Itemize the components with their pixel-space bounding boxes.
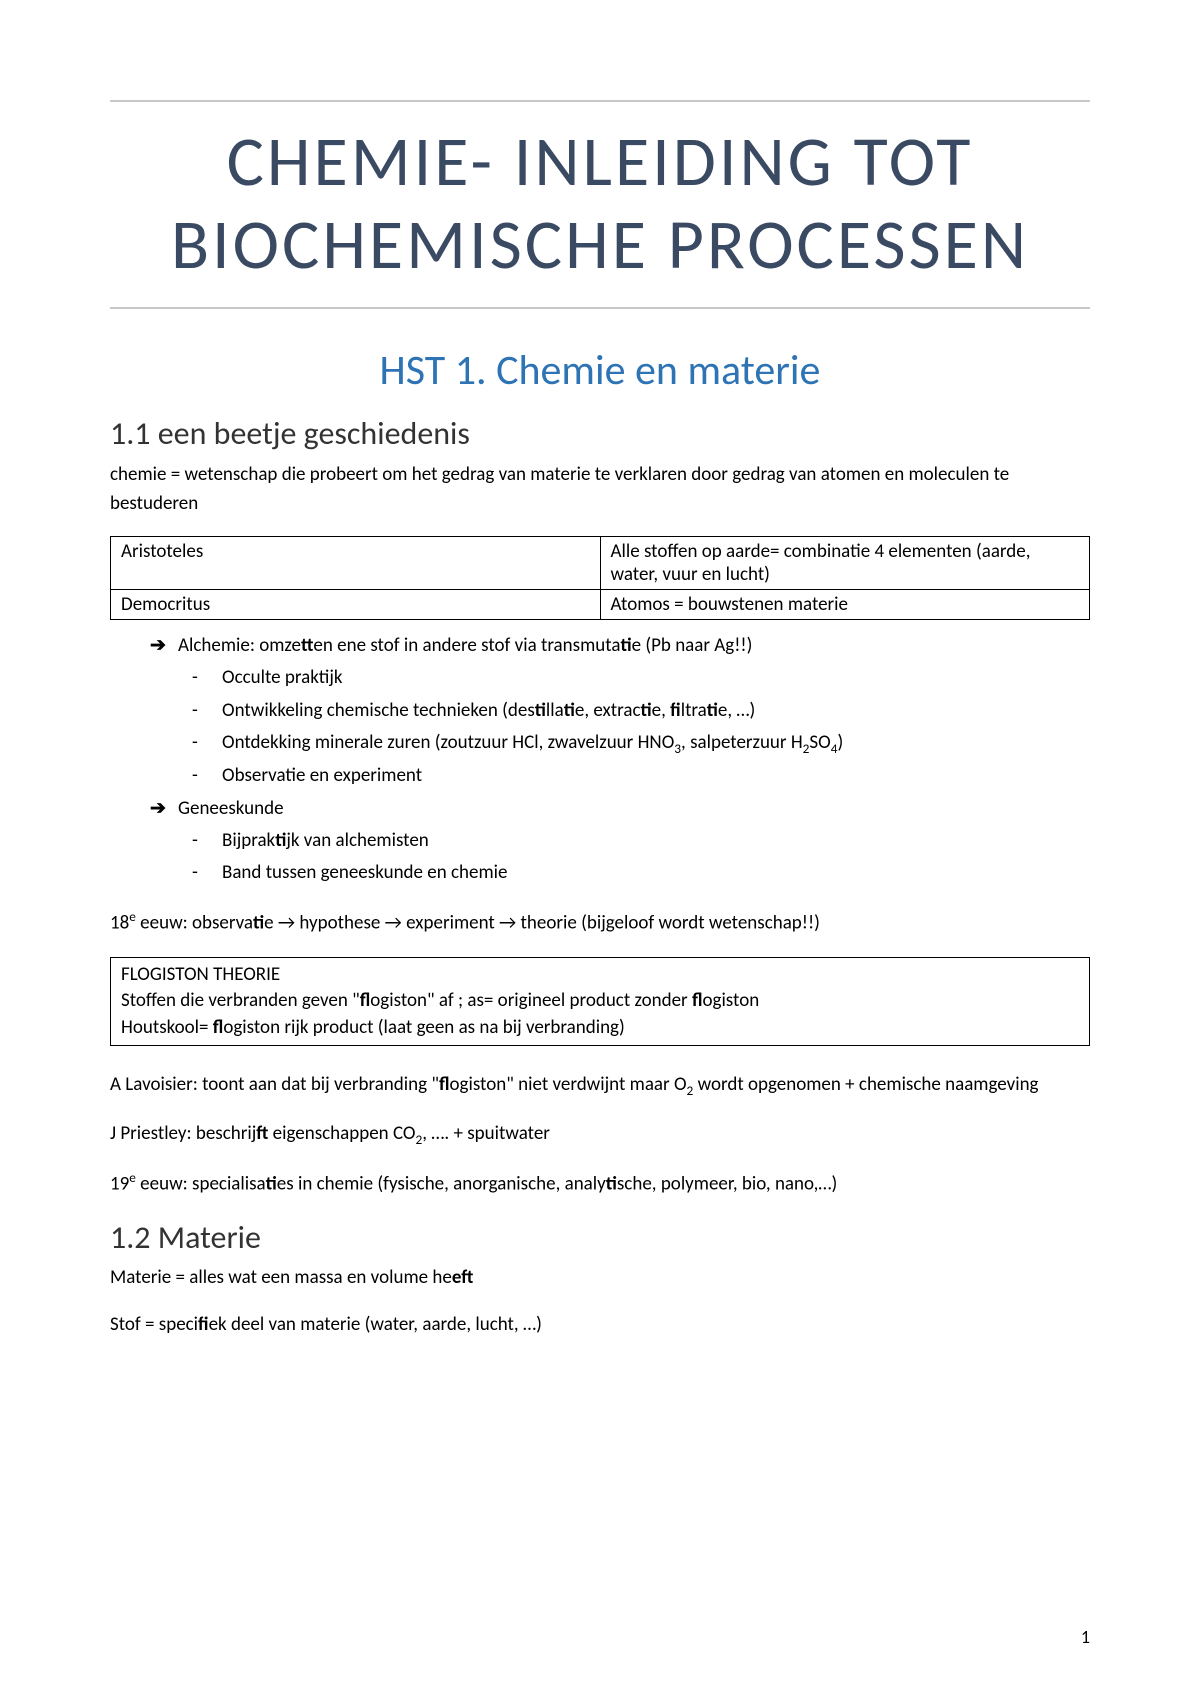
dash-text: Ontwikkeling chemische technieken (desti…: [222, 695, 755, 727]
dash-text: Occulte praktijk: [222, 662, 343, 694]
dash-item: -Band tussen geneeskunde en chemie: [192, 857, 1090, 889]
arrow-icon: ➔: [150, 630, 178, 662]
box-line: FLOGISTON THEORIE: [121, 962, 1079, 989]
philosophers-table: Aristoteles Alle stoffen op aarde= combi…: [110, 536, 1090, 620]
dash-icon: -: [192, 727, 222, 760]
section-1-2-heading: 1.2 Materie: [110, 1218, 1090, 1257]
dash-item: -Occulte praktijk: [192, 662, 1090, 694]
title-block: CHEMIE- INLEIDING TOT BIOCHEMISCHE PROCE…: [110, 100, 1090, 309]
dash-icon: -: [192, 857, 222, 889]
table-cell: Aristoteles: [111, 537, 601, 590]
section-1-1-heading: 1.1 een beetje geschiedenis: [110, 414, 1090, 453]
box-line: Stoffen die verbranden geven "flogiston"…: [121, 988, 1079, 1015]
table-row: Aristoteles Alle stoffen op aarde= combi…: [111, 537, 1090, 590]
paragraph-19e: 19e eeuw: specialisaties in chemie (fysi…: [110, 1169, 1090, 1198]
arrow-item: ➔ Geneeskunde: [150, 793, 1090, 825]
paragraph-materie: Materie = alles wat een massa en volume …: [110, 1265, 1090, 1292]
dash-icon: -: [192, 825, 222, 857]
arrow-icon: ➔: [150, 793, 178, 825]
arrow-item: ➔ Alchemie: omzetten ene stof in andere …: [150, 630, 1090, 662]
bullet-list: ➔ Alchemie: omzetten ene stof in andere …: [150, 630, 1090, 889]
arrow-text: Geneeskunde: [178, 793, 284, 825]
dash-text: Band tussen geneeskunde en chemie: [222, 857, 507, 889]
dash-item: -Ontwikkeling chemische technieken (dest…: [192, 695, 1090, 727]
page-number: 1: [1081, 1626, 1090, 1648]
paragraph-lavoisier: A Lavoisier: toont aan dat bij verbrandi…: [110, 1072, 1090, 1100]
dash-icon: -: [192, 760, 222, 792]
chapter-title: HST 1. Chemie en materie: [110, 345, 1090, 396]
dash-item: -Ontdekking minerale zuren (zoutzuur HCl…: [192, 727, 1090, 760]
dash-text: Ontdekking minerale zuren (zoutzuur HCl,…: [222, 727, 843, 760]
dash-text: Bijpraktijk van alchemisten: [222, 825, 429, 857]
arrow-text: Alchemie: omzetten ene stof in andere st…: [178, 630, 752, 662]
box-line: Houtskool= flogiston rijk product (laat …: [121, 1015, 1079, 1042]
paragraph-priestley: J Priestley: beschrijft eigenschappen CO…: [110, 1121, 1090, 1149]
table-row: Democritus Atomos = bouwstenen materie: [111, 590, 1090, 620]
dash-item: -Observatie en experiment: [192, 760, 1090, 792]
flogiston-box: FLOGISTON THEORIE Stoffen die verbranden…: [110, 957, 1090, 1047]
main-title: CHEMIE- INLEIDING TOT BIOCHEMISCHE PROCE…: [110, 120, 1090, 285]
dash-text: Observatie en experiment: [222, 760, 422, 792]
table-cell: Atomos = bouwstenen materie: [600, 590, 1090, 620]
dash-icon: -: [192, 662, 222, 694]
paragraph-stof: Stof = specifiek deel van materie (water…: [110, 1312, 1090, 1339]
dash-item: -Bijpraktijk van alchemisten: [192, 825, 1090, 857]
dash-icon: -: [192, 695, 222, 727]
table-cell: Alle stoffen op aarde= combinatie 4 elem…: [600, 537, 1090, 590]
table-cell: Democritus: [111, 590, 601, 620]
section-1-1-intro: chemie = wetenschap die probeert om het …: [110, 461, 1090, 518]
paragraph-18e: 18e eeuw: observatie → hypothese → exper…: [110, 908, 1090, 937]
